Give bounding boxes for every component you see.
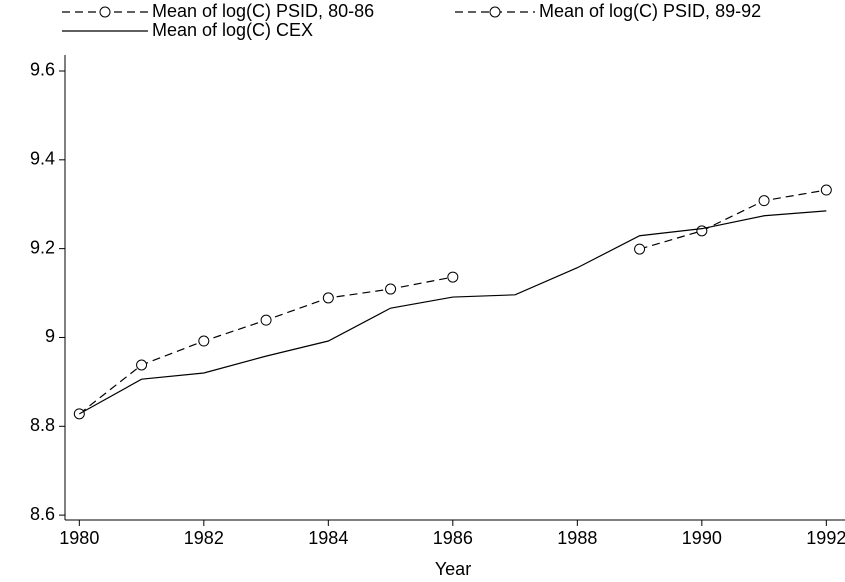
series-line [639, 189, 827, 250]
point [198, 335, 210, 347]
series-line [78, 276, 453, 415]
legend-marker [99, 6, 111, 18]
legend-marker [489, 6, 501, 18]
point [820, 184, 832, 196]
x-tick-label: 1990 [682, 528, 722, 548]
y-tick-label: 9.2 [30, 237, 55, 257]
x-tick-label: 1980 [59, 528, 99, 548]
point [758, 195, 770, 207]
legend-label: Mean of log(C) CEX [152, 20, 313, 40]
y-tick-label: 9 [45, 326, 55, 346]
x-tick-label: 1992 [806, 528, 845, 548]
x-axis-label: Year [435, 559, 471, 579]
x-tick-label: 1982 [184, 528, 224, 548]
point [260, 314, 272, 326]
x-tick-label: 1984 [308, 528, 348, 548]
x-tick-label: 1988 [557, 528, 597, 548]
point [385, 283, 397, 295]
y-tick-label: 8.8 [30, 415, 55, 435]
y-tick-label: 9.4 [30, 149, 55, 169]
point [447, 271, 459, 283]
y-tick-label: 9.6 [30, 60, 55, 80]
legend-label: Mean of log(C) PSID, 80-86 [152, 1, 374, 21]
y-tick-label: 8.6 [30, 504, 55, 524]
point [634, 243, 646, 255]
x-tick-label: 1986 [433, 528, 473, 548]
series-line [79, 210, 827, 415]
legend-label: Mean of log(C) PSID, 89-92 [539, 1, 761, 21]
point [136, 359, 148, 371]
point [322, 292, 334, 304]
